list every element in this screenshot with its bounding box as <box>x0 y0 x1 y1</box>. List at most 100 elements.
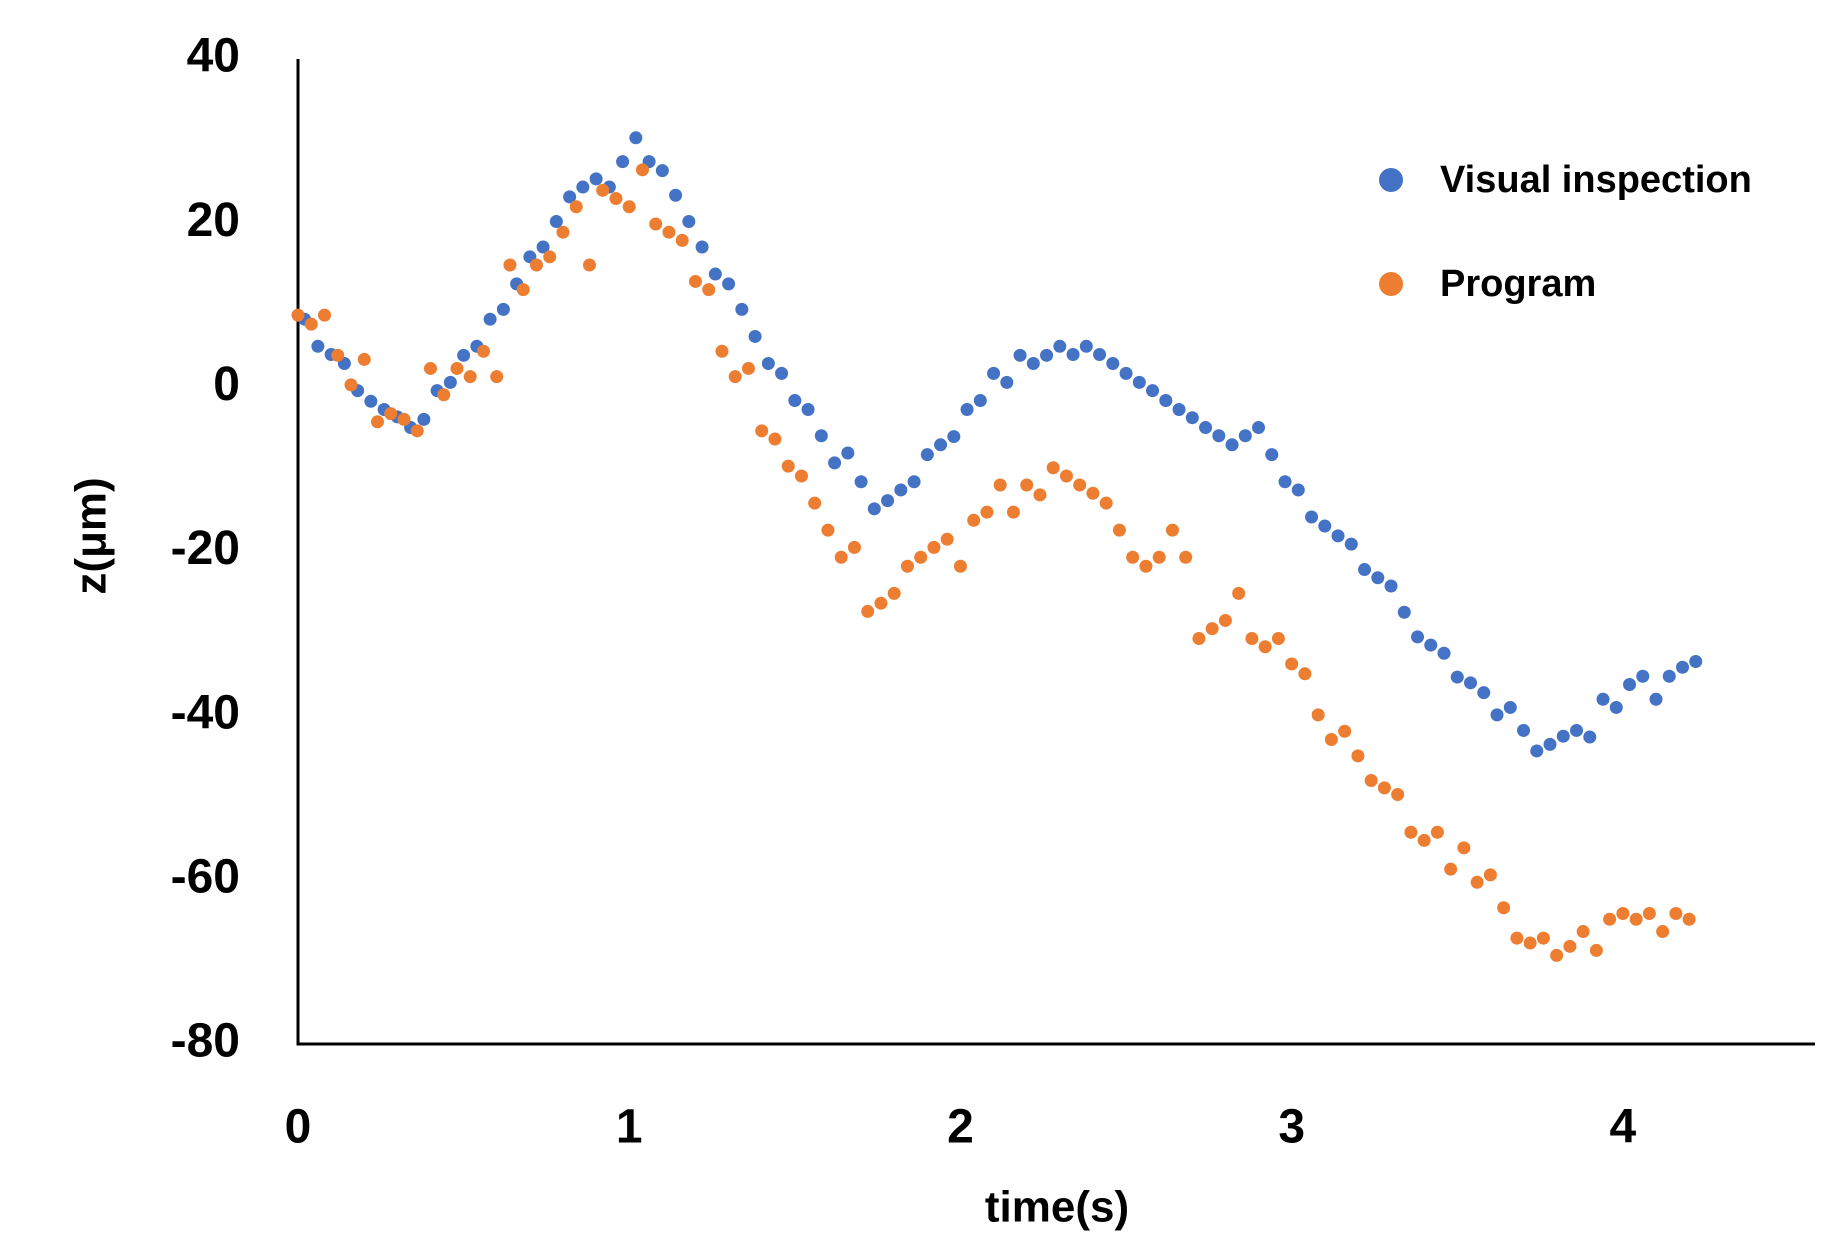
point <box>1490 708 1504 722</box>
point <box>708 267 722 281</box>
point <box>1311 708 1325 722</box>
point <box>775 366 789 380</box>
point <box>1391 787 1405 801</box>
point <box>1026 357 1040 371</box>
point <box>1344 537 1358 551</box>
point <box>1510 931 1524 945</box>
point <box>1033 488 1047 502</box>
point <box>1006 505 1020 519</box>
point <box>1258 640 1272 654</box>
legend-marker <box>1379 168 1403 192</box>
point <box>596 183 610 197</box>
point <box>437 388 451 402</box>
point <box>1265 448 1279 462</box>
point <box>1106 357 1120 371</box>
point <box>947 430 961 444</box>
point <box>814 429 828 443</box>
point <box>1589 943 1603 957</box>
point <box>529 258 543 272</box>
point <box>1669 906 1683 920</box>
point <box>1020 478 1034 492</box>
point <box>854 475 868 489</box>
point <box>1000 375 1014 389</box>
point <box>1331 529 1345 543</box>
point <box>1649 692 1663 706</box>
point <box>828 456 842 470</box>
point <box>476 344 490 358</box>
point <box>781 459 795 473</box>
point <box>384 407 398 421</box>
point <box>1132 375 1146 389</box>
point <box>1470 875 1484 889</box>
point <box>457 348 471 362</box>
point <box>1192 632 1206 646</box>
point <box>1112 523 1126 537</box>
point <box>1040 348 1054 362</box>
point <box>894 483 908 497</box>
point <box>1218 613 1232 627</box>
point <box>423 361 437 375</box>
point <box>1066 348 1080 361</box>
point <box>304 317 318 331</box>
point <box>1656 925 1670 939</box>
point <box>861 604 875 618</box>
point <box>821 523 835 537</box>
point <box>503 258 517 272</box>
point <box>1464 676 1478 690</box>
point <box>808 496 822 510</box>
point <box>1503 700 1517 714</box>
point <box>1225 438 1239 452</box>
point <box>1099 496 1113 510</box>
point <box>1417 833 1431 847</box>
point <box>722 277 736 291</box>
point <box>1185 411 1199 425</box>
point <box>291 308 305 322</box>
point <box>1232 586 1246 600</box>
point <box>788 393 802 407</box>
point <box>649 217 663 231</box>
point <box>1013 348 1027 362</box>
point <box>1252 421 1266 435</box>
point <box>907 475 921 489</box>
point <box>490 370 504 384</box>
point <box>1324 732 1338 746</box>
x-tick-label: 4 <box>1610 1101 1637 1154</box>
point <box>463 370 477 384</box>
point <box>1338 724 1352 738</box>
point <box>622 200 636 214</box>
point <box>1430 825 1444 839</box>
point <box>1642 906 1656 920</box>
point <box>1159 393 1173 407</box>
point <box>980 505 994 519</box>
point <box>1212 429 1226 443</box>
point <box>1609 700 1623 714</box>
point <box>357 352 371 366</box>
point <box>1689 654 1703 668</box>
point <box>589 172 603 186</box>
point <box>715 344 729 358</box>
point <box>417 412 431 426</box>
point <box>1377 781 1391 795</box>
point <box>1424 638 1438 652</box>
y-tick-label: -60 <box>171 851 240 904</box>
point <box>1477 686 1491 700</box>
point <box>569 200 583 214</box>
point <box>1305 510 1319 524</box>
point <box>1682 912 1696 926</box>
point <box>920 448 934 462</box>
point <box>1079 339 1093 353</box>
y-tick-label: 0 <box>213 358 240 411</box>
point <box>1119 366 1133 380</box>
point <box>1053 339 1067 353</box>
point <box>483 312 497 326</box>
point <box>794 469 808 483</box>
point <box>450 361 464 375</box>
point <box>1278 475 1292 489</box>
point <box>914 550 928 564</box>
point <box>1172 402 1186 416</box>
point <box>1358 563 1372 577</box>
point <box>1404 825 1418 839</box>
point <box>1093 348 1107 361</box>
point <box>582 258 596 272</box>
point <box>1676 660 1690 674</box>
